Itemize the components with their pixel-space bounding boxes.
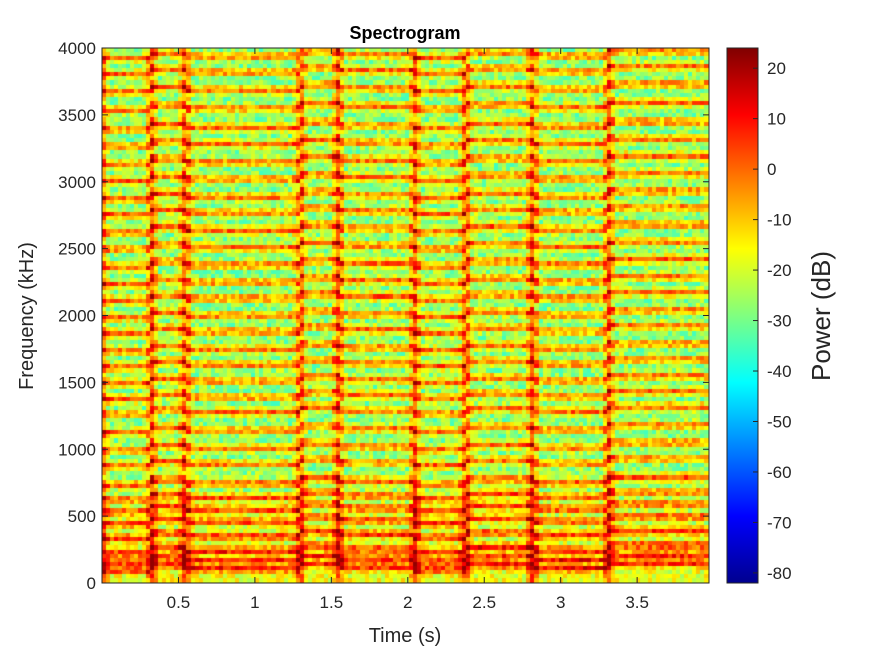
y-tick-label: 1000	[58, 440, 96, 459]
x-tick-label: 2.5	[472, 593, 496, 612]
y-axis-ticks: 0 500 1000 1500 2000 2500 3000 3500 4000	[58, 39, 709, 593]
colorbar-tick-label: -50	[767, 412, 792, 431]
x-tick-label: 1	[250, 593, 259, 612]
x-axis-label: Time (s)	[369, 625, 442, 647]
y-tick-label: 3500	[58, 106, 96, 125]
colorbar	[726, 47, 759, 584]
colorbar-tick-label: -10	[767, 211, 792, 230]
y-tick-label: 2500	[58, 240, 96, 259]
y-tick-label: 0	[87, 574, 96, 593]
x-axis-ticks: 0.5 1 1.5 2 2.5 3 3.5	[167, 48, 649, 612]
x-tick-label: 3.5	[625, 593, 649, 612]
y-axis-label: Frequency (kHz)	[16, 242, 38, 390]
colorbar-tick-label: -20	[767, 261, 792, 280]
colorbar-tick-label: 20	[767, 59, 786, 78]
colorbar-tick-label: -70	[767, 513, 792, 532]
colorbar-tick-label: 10	[767, 110, 786, 129]
chart-title: Spectrogram	[349, 23, 460, 43]
x-tick-label: 0.5	[167, 593, 191, 612]
y-tick-label: 3000	[58, 173, 96, 192]
x-tick-label: 3	[556, 593, 565, 612]
y-tick-label: 2000	[58, 307, 96, 326]
colorbar-tick-label: -60	[767, 463, 792, 482]
x-tick-label: 2	[403, 593, 412, 612]
y-tick-label: 4000	[58, 39, 96, 58]
colorbar-tick-label: -30	[767, 312, 792, 331]
y-tick-label: 1500	[58, 373, 96, 392]
x-tick-label: 1.5	[320, 593, 344, 612]
colorbar-tick-label: -80	[767, 564, 792, 583]
colorbar-ticks: 20 10 0 -10 -20 -30 -40 -50 -60 -70 -80	[753, 59, 792, 583]
spectrogram-heatmap	[102, 48, 709, 583]
y-tick-label: 500	[68, 507, 96, 526]
colorbar-tick-label: -40	[767, 362, 792, 381]
colorbar-tick-label: 0	[767, 160, 776, 179]
colorbar-label: Power (dB)	[806, 251, 836, 381]
